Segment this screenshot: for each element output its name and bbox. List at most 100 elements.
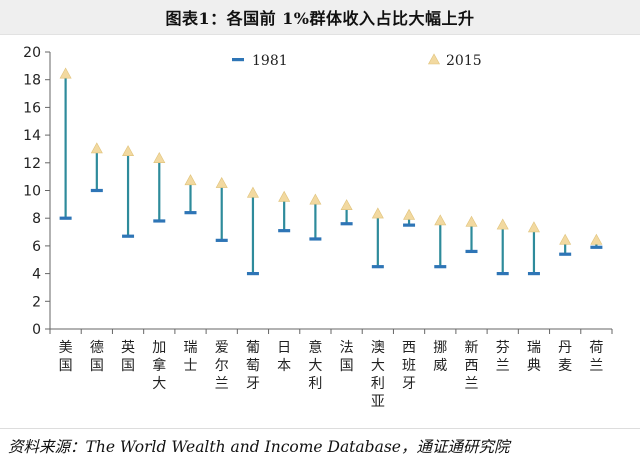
category-label-char: 西 (402, 340, 416, 356)
category-label-char: 大 (152, 376, 166, 392)
category-label-char: 加 (152, 340, 166, 356)
legend-swatch-1981 (232, 58, 244, 62)
y-tick-label: 14 (23, 128, 41, 144)
point-2015 (403, 208, 416, 220)
point-2015 (496, 218, 509, 230)
category-label-char: 兰 (215, 376, 229, 392)
point-2015 (559, 233, 572, 245)
point-2015 (278, 190, 291, 202)
point-1981 (403, 223, 416, 227)
y-tick-label: 2 (32, 294, 41, 310)
category-label-char: 国 (90, 358, 104, 374)
y-tick-label: 4 (32, 267, 41, 283)
category-label-char: 拿 (152, 357, 166, 374)
point-1981 (184, 211, 197, 215)
category-labels: 美国德国英国加拿大瑞士爱尔兰葡萄牙日本意大利法国澳大利亚西班牙挪威新西兰芬兰瑞典… (59, 339, 604, 410)
category-label-char: 兰 (496, 358, 510, 374)
y-tick-label: 16 (23, 100, 41, 116)
y-tick-label: 12 (23, 156, 41, 172)
category-label-char: 大 (371, 358, 385, 374)
point-1981 (153, 219, 166, 223)
point-1981 (59, 216, 72, 220)
category-label-char: 国 (59, 358, 73, 374)
point-1981 (309, 237, 322, 241)
category-label-char: 意 (308, 339, 322, 356)
category-label-char: 德 (90, 340, 104, 356)
y-tick-label: 6 (32, 239, 41, 255)
y-axis: 0 2 4 6 8 10 12 14 16 18 20 (23, 45, 51, 338)
category-label-char: 瑞 (184, 340, 198, 356)
category-label-char: 牙 (246, 376, 260, 392)
point-1981 (434, 265, 447, 269)
category-label-char: 利 (308, 376, 322, 392)
point-2015 (215, 176, 228, 188)
point-2015 (90, 142, 103, 154)
category-label-char: 芬 (496, 340, 510, 356)
category-label-char: 瑞 (527, 340, 541, 356)
category-label-char: 国 (121, 358, 135, 374)
point-2015 (434, 214, 447, 226)
category-label-char: 荷 (589, 340, 603, 356)
category-label-char: 爱 (215, 340, 229, 356)
point-2015 (527, 221, 540, 233)
chart-title: 图表1：各国前 1%群体收入占比大幅上升 (165, 9, 475, 28)
series-1981-markers (59, 188, 603, 276)
category-label-char: 葡 (246, 340, 260, 356)
point-2015 (184, 174, 197, 186)
source-bar: 资料来源：The World Wealth and Income Databas… (0, 428, 640, 462)
category-label-char: 利 (371, 376, 385, 392)
point-1981 (90, 188, 103, 193)
point-1981 (465, 249, 478, 254)
category-label-char: 班 (402, 358, 416, 374)
x-axis (49, 328, 613, 334)
category-label-char: 挪 (433, 340, 447, 356)
legend-swatch-2015 (427, 53, 441, 65)
y-tick-label: 8 (32, 211, 41, 227)
legend-label-1981: 1981 (252, 53, 288, 69)
range-stems (64, 78, 598, 274)
category-label-char: 兰 (589, 358, 603, 374)
category-label-char: 典 (527, 358, 541, 374)
category-label-char: 新 (465, 340, 479, 356)
point-2015 (590, 233, 603, 245)
category-label-char: 大 (308, 358, 322, 374)
category-label-char: 萄 (246, 358, 260, 374)
category-label-char: 美 (59, 340, 73, 356)
category-label-char: 澳 (371, 340, 385, 356)
point-1981 (527, 272, 540, 276)
source-note: 资料来源：The World Wealth and Income Databas… (8, 438, 510, 456)
category-label-char: 英 (121, 339, 135, 356)
point-1981 (340, 222, 353, 226)
category-label-char: 兰 (465, 376, 479, 392)
category-label-char: 尔 (215, 358, 229, 374)
point-1981 (215, 238, 228, 242)
category-label-char: 威 (433, 358, 447, 374)
title-bar: 图表1：各国前 1%群体收入占比大幅上升 (0, 0, 640, 35)
category-label-char: 国 (340, 358, 354, 374)
point-2015 (309, 193, 322, 205)
point-2015 (465, 215, 478, 227)
legend-label-2015: 2015 (446, 53, 482, 69)
series-2015-markers (59, 67, 603, 245)
point-2015 (371, 207, 384, 219)
category-label-char: 牙 (402, 376, 416, 392)
legend: 1981 2015 (232, 53, 482, 69)
point-2015 (153, 152, 166, 163)
point-1981 (246, 272, 259, 276)
category-label-char: 日 (277, 340, 291, 356)
point-1981 (559, 252, 572, 256)
y-tick-label: 20 (23, 45, 41, 61)
category-label-char: 亚 (371, 394, 385, 410)
y-tick-label: 10 (23, 184, 41, 200)
category-label-char: 西 (465, 358, 479, 374)
point-1981 (278, 229, 291, 233)
category-label-char: 丹 (558, 340, 572, 356)
point-2015 (340, 199, 353, 211)
point-2015 (246, 186, 259, 198)
category-label-char: 士 (184, 358, 198, 374)
point-2015 (59, 67, 72, 79)
category-label-char: 本 (277, 358, 291, 374)
point-2015 (122, 145, 135, 157)
point-1981 (590, 245, 603, 249)
